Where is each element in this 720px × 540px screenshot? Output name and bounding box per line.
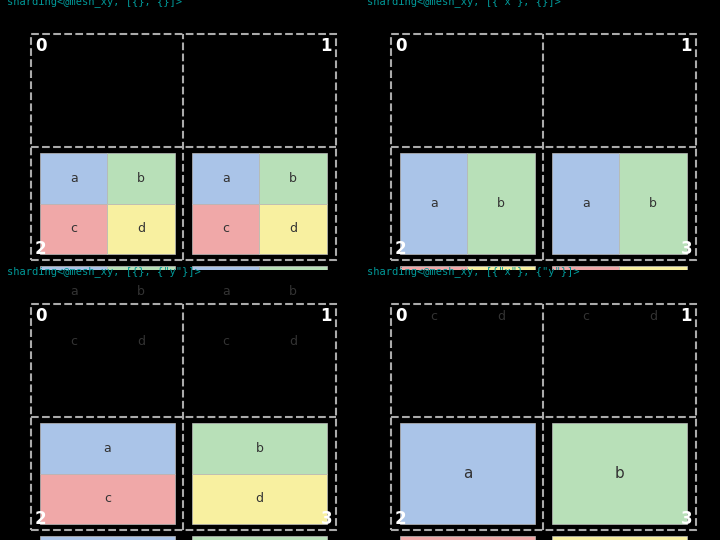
Bar <box>32 34 336 260</box>
Bar <box>467 266 535 367</box>
Bar <box>107 316 175 367</box>
Bar <box>40 204 107 254</box>
Text: a: a <box>222 285 230 298</box>
Text: 3: 3 <box>320 510 332 528</box>
Text: sharding<@mesh_xy, [{"x"}, {}]>: sharding<@mesh_xy, [{"x"}, {}]> <box>367 0 561 6</box>
Bar <box>392 34 696 260</box>
Text: a: a <box>70 172 78 185</box>
Bar <box>259 153 327 204</box>
Text: sharding<@mesh_xy, [{"x"}, {"y"}]>: sharding<@mesh_xy, [{"x"}, {"y"}]> <box>367 266 580 276</box>
Text: a: a <box>104 442 112 455</box>
Bar <box>259 204 327 254</box>
Text: c: c <box>582 310 589 323</box>
Bar <box>619 266 687 367</box>
Text: b: b <box>498 197 505 210</box>
Text: d: d <box>137 222 145 235</box>
Bar <box>107 204 175 254</box>
Text: a: a <box>222 172 230 185</box>
Text: d: d <box>137 335 145 348</box>
Bar <box>192 266 259 316</box>
Text: b: b <box>289 285 297 298</box>
Bar <box>40 266 107 316</box>
Text: b: b <box>256 442 264 455</box>
Text: b: b <box>289 172 297 185</box>
Text: 0: 0 <box>395 307 406 325</box>
Text: b: b <box>615 466 624 481</box>
Bar <box>259 316 327 367</box>
Bar <box>400 423 535 524</box>
Text: 1: 1 <box>680 37 692 55</box>
Bar <box>392 304 696 530</box>
Text: d: d <box>289 335 297 348</box>
Bar <box>400 266 467 367</box>
Bar <box>192 536 327 540</box>
Text: c: c <box>431 310 437 323</box>
Text: 1: 1 <box>320 307 332 325</box>
Bar <box>552 266 619 367</box>
Text: c: c <box>104 492 111 505</box>
Text: 3: 3 <box>680 510 692 528</box>
Bar <box>400 153 467 254</box>
Text: a: a <box>582 197 590 210</box>
Text: c: c <box>222 222 229 235</box>
Bar <box>32 304 336 530</box>
Text: c: c <box>71 222 77 235</box>
Text: 2: 2 <box>395 510 407 528</box>
Text: sharding<@mesh_xy, [{}, {"y"}]>: sharding<@mesh_xy, [{}, {"y"}]> <box>7 266 201 276</box>
Bar <box>619 153 687 254</box>
Text: 1: 1 <box>680 307 692 325</box>
Bar <box>552 423 687 524</box>
Text: 0: 0 <box>35 37 46 55</box>
Bar <box>192 204 259 254</box>
Text: 3: 3 <box>680 240 692 258</box>
Text: b: b <box>138 172 145 185</box>
Text: 2: 2 <box>35 510 47 528</box>
Text: a: a <box>430 197 438 210</box>
Text: 0: 0 <box>395 37 406 55</box>
Text: b: b <box>649 197 657 210</box>
Text: b: b <box>138 285 145 298</box>
Text: d: d <box>649 310 657 323</box>
Text: a: a <box>463 466 472 481</box>
Text: sharding<@mesh_xy, [{}, {}]>: sharding<@mesh_xy, [{}, {}]> <box>7 0 182 6</box>
Text: d: d <box>497 310 505 323</box>
Bar <box>40 153 107 204</box>
Bar <box>552 536 687 540</box>
Text: d: d <box>289 222 297 235</box>
Bar <box>107 153 175 204</box>
Bar <box>40 423 175 474</box>
Text: 2: 2 <box>395 240 407 258</box>
Bar <box>400 536 535 540</box>
Bar <box>40 316 107 367</box>
Text: 1: 1 <box>320 37 332 55</box>
Bar <box>40 536 175 540</box>
Bar <box>107 266 175 316</box>
Text: a: a <box>70 285 78 298</box>
Text: 0: 0 <box>35 307 46 325</box>
Text: 2: 2 <box>35 240 47 258</box>
Bar <box>552 153 619 254</box>
Bar <box>259 266 327 316</box>
Bar <box>467 153 535 254</box>
Bar <box>192 153 259 204</box>
Bar <box>192 474 327 524</box>
Bar <box>40 474 175 524</box>
Text: c: c <box>71 335 77 348</box>
Bar <box>192 316 259 367</box>
Text: d: d <box>256 492 264 505</box>
Bar <box>192 423 327 474</box>
Text: c: c <box>222 335 229 348</box>
